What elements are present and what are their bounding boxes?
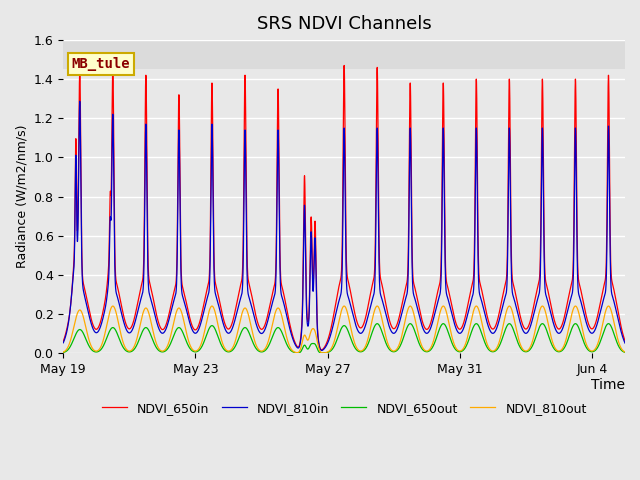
- Title: SRS NDVI Channels: SRS NDVI Channels: [257, 15, 431, 33]
- NDVI_810in: [60, 340, 67, 346]
- Y-axis label: Radiance (W/m2/nm/s): Radiance (W/m2/nm/s): [15, 125, 28, 268]
- X-axis label: Time: Time: [591, 379, 625, 393]
- NDVI_650in: [60, 338, 67, 344]
- NDVI_810in: [115, 299, 122, 304]
- NDVI_650out: [605, 321, 612, 326]
- NDVI_810out: [188, 345, 195, 350]
- Line: NDVI_650out: NDVI_650out: [63, 324, 625, 353]
- NDVI_650out: [60, 349, 67, 355]
- NDVI_810out: [141, 306, 149, 312]
- NDVI_650in: [340, 62, 348, 68]
- NDVI_810in: [422, 330, 430, 336]
- NDVI_810in: [521, 330, 529, 336]
- NDVI_810out: [422, 348, 430, 354]
- Legend: NDVI_650in, NDVI_810in, NDVI_650out, NDVI_810out: NDVI_650in, NDVI_810in, NDVI_650out, NDV…: [97, 397, 591, 420]
- NDVI_810in: [188, 324, 195, 330]
- NDVI_810in: [76, 98, 84, 104]
- NDVI_650out: [521, 348, 529, 354]
- NDVI_650in: [422, 326, 430, 332]
- NDVI_650in: [621, 338, 629, 344]
- NDVI_650in: [115, 288, 122, 294]
- NDVI_810in: [318, 348, 326, 353]
- NDVI_650out: [621, 349, 629, 355]
- NDVI_650in: [188, 320, 195, 326]
- NDVI_650in: [317, 347, 325, 353]
- NDVI_650out: [188, 347, 195, 353]
- Bar: [63, 40, 625, 70]
- NDVI_810out: [60, 349, 67, 355]
- NDVI_650in: [521, 325, 529, 331]
- NDVI_650out: [529, 342, 537, 348]
- NDVI_650out: [141, 325, 149, 331]
- NDVI_810in: [529, 314, 537, 320]
- NDVI_810out: [605, 303, 612, 309]
- NDVI_810in: [141, 166, 149, 172]
- NDVI_650out: [115, 334, 122, 340]
- NDVI_810out: [621, 349, 629, 355]
- NDVI_810out: [319, 350, 327, 356]
- NDVI_650out: [319, 350, 326, 356]
- Line: NDVI_810out: NDVI_810out: [63, 306, 625, 353]
- NDVI_650in: [529, 306, 537, 312]
- NDVI_810out: [115, 321, 122, 326]
- Text: MB_tule: MB_tule: [72, 57, 131, 71]
- NDVI_650in: [141, 134, 149, 140]
- Line: NDVI_650in: NDVI_650in: [63, 65, 625, 350]
- NDVI_810out: [529, 336, 537, 342]
- NDVI_650out: [422, 349, 430, 355]
- NDVI_810out: [521, 348, 529, 354]
- Line: NDVI_810in: NDVI_810in: [63, 101, 625, 350]
- NDVI_810in: [621, 340, 629, 346]
